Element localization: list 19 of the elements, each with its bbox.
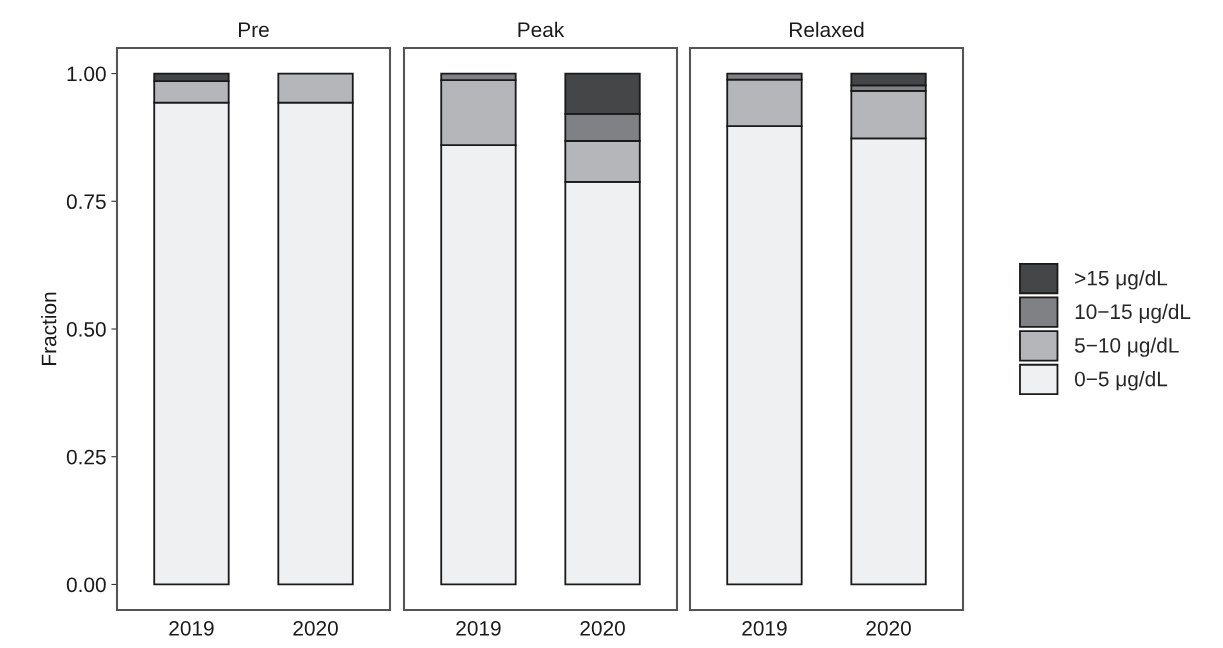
x-tick-label: 2019 [169, 620, 214, 636]
x-tick-label: 2019 [456, 620, 501, 636]
x-tick-label: 2020 [293, 620, 338, 636]
x-tick-label: 2020 [580, 620, 625, 636]
chart-title: Relaxed [789, 21, 864, 38]
y-tick-label: 0.75 [66, 194, 106, 210]
y-tick-label: 0.25 [66, 449, 106, 465]
y-tick-label: 1.00 [67, 66, 106, 82]
chart-title: Pre [239, 22, 269, 38]
y-axis-title: Fraction [41, 292, 57, 365]
x-tick-label: 2020 [866, 620, 911, 636]
legend-label: 0−5 μg/dL [1074, 371, 1168, 391]
x-tick-label: 2019 [742, 620, 787, 636]
chart-title: Peak [518, 21, 565, 38]
legend-label: 10−15 μg/dL [1075, 303, 1191, 324]
legend-label: >15 μg/dL [1075, 270, 1168, 290]
y-tick-label: 0.50 [66, 322, 106, 337]
y-tick-label: 0.00 [66, 577, 106, 593]
legend-label: 5−10 μg/dL [1074, 337, 1179, 357]
